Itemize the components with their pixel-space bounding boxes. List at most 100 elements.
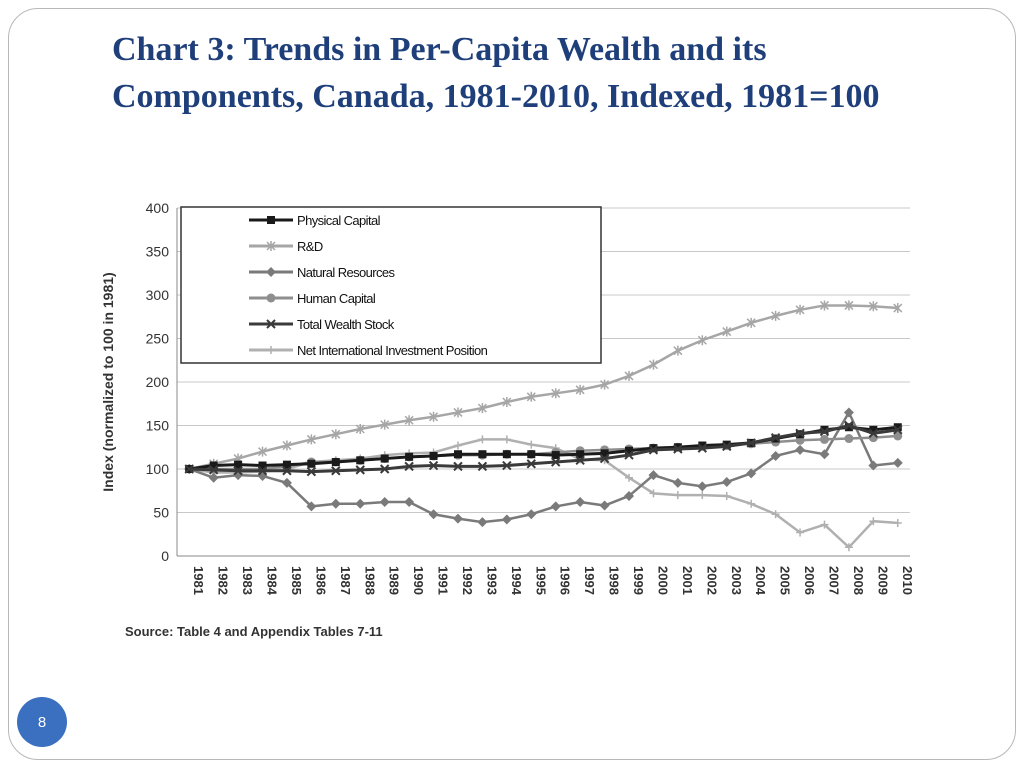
series-point — [892, 457, 903, 468]
series-point — [551, 457, 561, 467]
series-point — [233, 466, 243, 476]
y-tick-label: 0 — [161, 548, 169, 564]
series-point — [379, 464, 390, 474]
legend-label: Physical Capital — [297, 213, 381, 228]
series-point — [795, 304, 805, 315]
series-point — [747, 499, 756, 508]
series-point — [477, 403, 487, 414]
x-tick-label: 1993 — [484, 566, 499, 595]
x-tick-label: 1981 — [191, 566, 206, 595]
series-point — [550, 501, 561, 512]
series-point — [355, 465, 365, 475]
series-point — [551, 451, 560, 460]
series-point — [355, 498, 366, 509]
series-point — [673, 444, 683, 454]
series-point — [502, 450, 511, 459]
series-total-wealth-stock — [184, 420, 903, 477]
series-point — [625, 446, 634, 455]
series-point — [770, 432, 781, 443]
series-point — [380, 419, 390, 430]
series-point — [575, 384, 585, 395]
series-point — [893, 431, 903, 441]
series-point — [722, 440, 731, 449]
series-point — [698, 491, 707, 500]
series-point — [356, 456, 365, 465]
y-tick-label: 400 — [146, 200, 170, 216]
series-point — [429, 411, 439, 422]
series-point — [306, 434, 316, 445]
y-axis-label: Index (normalized to 100 in 1981) — [100, 272, 116, 491]
series-point — [501, 514, 512, 525]
series-physical-capital — [185, 423, 902, 473]
series-point — [770, 450, 781, 461]
series-point — [266, 267, 276, 277]
series-point — [869, 517, 878, 526]
legend-label: Net International Investment Position — [297, 343, 488, 358]
line-chart: 0 50 100 150 200 250 300 350 400 1981 1982 1983 1984… — [100, 200, 915, 639]
series-point — [722, 326, 732, 337]
series-point — [746, 468, 757, 479]
series-line — [188, 304, 898, 471]
series-point — [404, 497, 415, 508]
series-point — [306, 466, 317, 477]
x-tick-label: 2005 — [778, 566, 793, 595]
x-tick-label: 2000 — [655, 566, 670, 595]
series-point — [771, 510, 780, 519]
series-point — [820, 520, 829, 529]
series-point — [380, 454, 389, 463]
series-point — [551, 388, 561, 399]
series-point — [379, 497, 390, 508]
series-point — [208, 472, 219, 483]
series-point — [478, 450, 487, 459]
series-point — [281, 477, 292, 488]
series-point — [649, 489, 658, 498]
series-point — [429, 451, 438, 460]
x-tick-label: 1984 — [265, 566, 280, 596]
series-point — [624, 370, 634, 381]
x-tick-label: 1982 — [216, 566, 231, 595]
series-point — [266, 241, 276, 251]
legend-label: Total Wealth Stock — [297, 317, 395, 332]
series-point — [307, 459, 316, 468]
series-point — [477, 517, 488, 528]
x-tick-label: 1989 — [387, 566, 402, 595]
series-point — [819, 449, 830, 460]
series-point — [868, 301, 878, 312]
series-point — [266, 293, 276, 303]
series-point — [746, 438, 756, 448]
x-tick-label: 1992 — [460, 566, 475, 595]
series-point — [698, 441, 707, 450]
series-point — [282, 440, 292, 451]
x-tick-label: 2007 — [826, 566, 841, 595]
source-note: Source: Table 4 and Appendix Tables 7-11 — [125, 624, 383, 639]
x-tick-label: 2010 — [900, 566, 915, 595]
legend: Physical Capital R&D Natural Resources Huma… — [180, 206, 602, 364]
x-tick-label: 1996 — [558, 566, 573, 595]
chart: 0 50 100 150 200 250 300 350 400 1981 1982 1983 1984… — [95, 190, 925, 650]
series-point — [575, 455, 585, 466]
series-point — [819, 434, 829, 444]
series-point — [527, 450, 536, 459]
series-point — [453, 407, 463, 418]
series-point — [428, 509, 439, 520]
page-title: Chart 3: Trends in Per-Capita Wealth and… — [112, 31, 880, 115]
series-point — [697, 335, 707, 346]
series-point — [257, 446, 268, 457]
series-point — [208, 465, 219, 475]
series-r-d — [184, 300, 903, 474]
series-point — [820, 425, 829, 434]
series-point — [673, 345, 683, 356]
series-point — [673, 491, 682, 500]
series-point — [795, 428, 805, 439]
series-point — [722, 441, 732, 452]
legend-label: R&D — [297, 239, 323, 254]
x-tick-label: 2006 — [802, 566, 817, 595]
x-tick-label: 1985 — [289, 566, 304, 595]
x-tick-label: 1998 — [607, 566, 622, 595]
y-tick-label: 150 — [146, 418, 170, 434]
series-point — [869, 425, 878, 434]
series-point — [258, 461, 267, 470]
x-tick-label: 2009 — [875, 566, 890, 595]
series-point — [526, 391, 536, 402]
series-point — [843, 407, 854, 418]
